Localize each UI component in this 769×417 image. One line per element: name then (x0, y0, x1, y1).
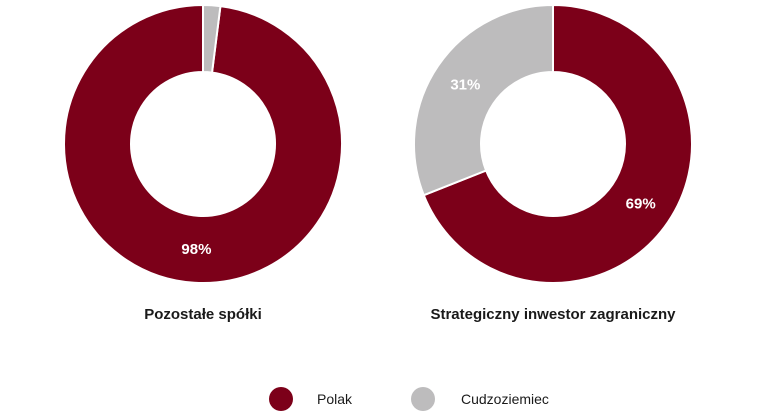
chart-0-slice-labels: 98%2% (181, 241, 211, 258)
chart-1-title: Strategiczny inwestor zagraniczny (430, 306, 676, 323)
chart-1-slice-labels: 69% 31% (450, 76, 655, 212)
chart-1-slice-polak (422, 3, 693, 284)
chart-0-title: Pozostałe spółki (144, 306, 262, 323)
chart-0-slice-label-polak: 98% (181, 241, 211, 258)
legend: Polak Cudzoziemiec (269, 387, 549, 411)
chart-1-slices (413, 3, 693, 284)
legend-label-cudzoziemiec: Cudzoziemiec (461, 391, 549, 407)
chart-1-slice-label-polak: 69% (626, 196, 656, 213)
chart-0-slices (63, 3, 343, 284)
legend-swatch-cudzoziemiec (411, 387, 435, 411)
chart-0-slice-cudzoziemiec (202, 3, 222, 74)
chart-strategiczny-inwestor: 69% 31% Strategiczny inwestor zagraniczny (413, 3, 693, 323)
chart-pozostale-spolki: 98%2% Pozostałe spółki (63, 3, 343, 323)
chart-1-slice-cudzoziemiec (413, 3, 554, 197)
chart-1-slice-label-cudzoziemiec: 31% (450, 76, 480, 93)
legend-swatch-polak (269, 387, 293, 411)
chart-0-slice-polak (63, 3, 343, 284)
legend-label-polak: Polak (317, 391, 353, 407)
